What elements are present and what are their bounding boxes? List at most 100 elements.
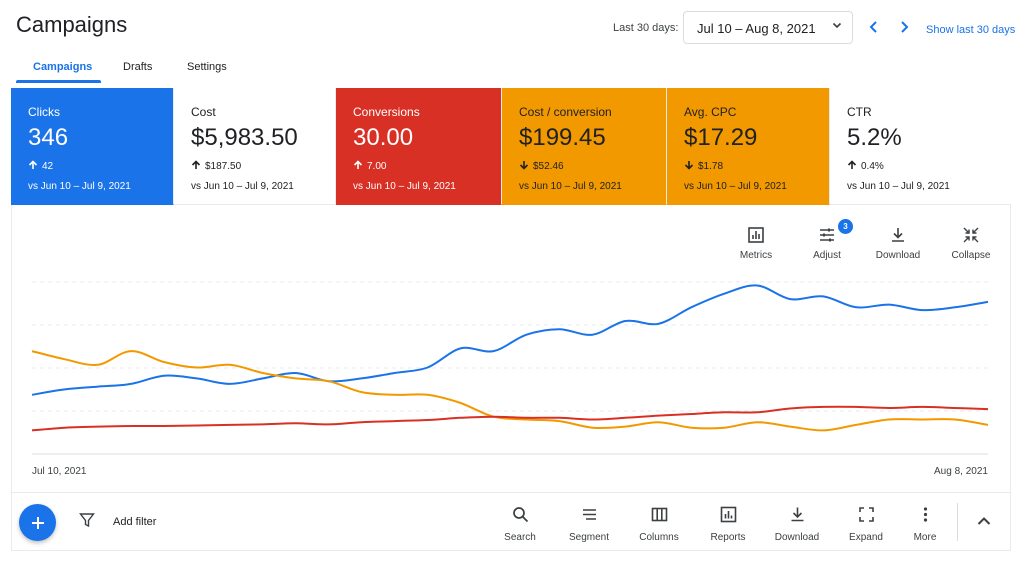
previous-period-button[interactable] xyxy=(864,17,884,37)
download-icon xyxy=(892,228,904,242)
add-button[interactable] xyxy=(19,504,56,541)
tab-drafts[interactable]: Drafts xyxy=(123,61,153,73)
metric-value: 5.2% xyxy=(847,124,902,151)
arrow-up-icon xyxy=(191,160,201,173)
metric-card-cost-per-conversion[interactable]: Cost / conversion $199.45 $52.46 vs Jun … xyxy=(502,88,667,205)
adjust-button[interactable]: Adjust xyxy=(797,226,857,261)
expand-button[interactable]: Expand xyxy=(836,506,896,543)
chevron-down-icon xyxy=(832,20,842,33)
metric-value: 30.00 xyxy=(353,124,414,151)
delta-value: 42 xyxy=(42,161,54,172)
metric-comparison: vs Jun 10 – Jul 9, 2021 xyxy=(847,181,950,192)
active-tab-indicator xyxy=(16,80,101,83)
x-axis-end-label: Aug 8, 2021 xyxy=(934,466,988,477)
bar-chart-icon xyxy=(748,227,764,243)
metric-label: CTR xyxy=(847,105,872,119)
add-filter-button[interactable]: Add filter xyxy=(113,516,157,528)
metrics-button[interactable]: Metrics xyxy=(726,226,786,261)
metric-comparison: vs Jun 10 – Jul 9, 2021 xyxy=(191,181,294,192)
adjust-label: Adjust xyxy=(813,250,841,261)
metric-label: Cost xyxy=(191,105,216,119)
chevron-left-icon xyxy=(869,21,877,33)
arrow-down-icon xyxy=(519,160,529,173)
date-range-label: Last 30 days: xyxy=(613,22,679,34)
metric-card-conversions[interactable]: Conversions 30.00 7.00 vs Jun 10 – Jul 9… xyxy=(336,88,502,205)
metric-card-avg-cpc[interactable]: Avg. CPC $17.29 $1.78 vs Jun 10 – Jul 9,… xyxy=(667,88,830,205)
metric-delta: $1.78 xyxy=(684,160,829,173)
metric-label: Cost / conversion xyxy=(519,105,612,119)
columns-label: Columns xyxy=(639,532,679,543)
columns-icon xyxy=(651,507,667,522)
segment-button[interactable]: Segment xyxy=(559,506,619,543)
segment-icon xyxy=(582,509,596,520)
metric-delta: 0.4% xyxy=(847,160,1011,173)
chart-download-button[interactable]: Download xyxy=(868,226,928,261)
delta-value: 0.4% xyxy=(861,161,884,172)
download-label: Download xyxy=(875,250,921,261)
series-line-2 xyxy=(31,405,989,432)
metric-card-ctr[interactable]: CTR 5.2% 0.4% vs Jun 10 – Jul 9, 2021 xyxy=(830,88,1011,205)
delta-value: $1.78 xyxy=(698,161,724,172)
date-range-value: Jul 10 – Aug 8, 2021 xyxy=(697,21,816,36)
segment-label: Segment xyxy=(568,532,610,543)
filter-icon[interactable] xyxy=(79,512,95,528)
metric-label: Avg. CPC xyxy=(684,105,737,119)
plus-icon xyxy=(31,516,44,529)
metric-value: $199.45 xyxy=(519,124,606,151)
arrow-up-icon xyxy=(847,160,857,173)
delta-value: $52.46 xyxy=(533,161,564,172)
reports-button[interactable]: Reports xyxy=(698,506,758,543)
metric-delta: 42 xyxy=(28,160,173,173)
expand-icon xyxy=(858,507,874,522)
more-label: More xyxy=(913,532,937,543)
next-period-button[interactable] xyxy=(894,17,914,37)
metric-value: $17.29 xyxy=(684,124,758,151)
tab-settings[interactable]: Settings xyxy=(187,61,227,73)
chevron-up-icon[interactable] xyxy=(975,512,993,530)
metrics-label: Metrics xyxy=(739,250,773,261)
metric-comparison: vs Jun 10 – Jul 9, 2021 xyxy=(28,181,131,192)
arrow-up-icon xyxy=(353,160,363,173)
metric-value: $5,983.50 xyxy=(191,124,298,151)
x-axis-start-label: Jul 10, 2021 xyxy=(32,466,87,477)
metric-delta: 7.00 xyxy=(353,160,501,173)
series-line-1 xyxy=(31,350,989,432)
metric-card-clicks[interactable]: Clicks 346 42 vs Jun 10 – Jul 9, 2021 xyxy=(11,88,174,205)
metric-comparison: vs Jun 10 – Jul 9, 2021 xyxy=(353,181,456,192)
search-label: Search xyxy=(504,532,536,543)
table-toolbar xyxy=(11,492,1011,551)
download-icon xyxy=(791,507,803,522)
metric-label: Clicks xyxy=(28,105,60,119)
delta-value: $187.50 xyxy=(205,161,242,172)
metric-delta: $187.50 xyxy=(191,160,335,173)
date-range-select[interactable]: Jul 10 – Aug 8, 2021 xyxy=(683,11,853,44)
reports-label: Reports xyxy=(710,532,746,543)
more-vert-icon xyxy=(923,507,927,522)
columns-button[interactable]: Columns xyxy=(629,506,689,543)
search-button[interactable]: Search xyxy=(490,506,550,543)
collapse-label: Collapse xyxy=(951,250,991,261)
metric-cards: Clicks 346 42 vs Jun 10 – Jul 9, 2021 Co… xyxy=(11,88,1011,205)
arrow-down-icon xyxy=(684,160,694,173)
chart-grid xyxy=(32,281,988,455)
sliders-icon xyxy=(820,228,834,242)
collapse-icon xyxy=(963,227,979,243)
search-icon xyxy=(512,507,528,523)
metric-card-cost[interactable]: Cost $5,983.50 $187.50 vs Jun 10 – Jul 9… xyxy=(174,88,336,205)
collapse-chart-button[interactable]: Collapse xyxy=(941,226,1001,261)
download-label: Download xyxy=(774,532,820,543)
more-button[interactable]: More xyxy=(895,506,955,543)
adjust-count-badge: 3 xyxy=(838,219,853,234)
metric-value: 346 xyxy=(28,124,69,151)
expand-label: Expand xyxy=(849,532,883,543)
show-last-30-days-link[interactable]: Show last 30 days xyxy=(926,24,1016,36)
chevron-right-icon xyxy=(901,21,909,33)
metric-comparison: vs Jun 10 – Jul 9, 2021 xyxy=(519,181,622,192)
table-download-button[interactable]: Download xyxy=(767,506,827,543)
performance-line-chart xyxy=(31,281,989,455)
reports-icon xyxy=(720,506,736,523)
arrow-up-icon xyxy=(28,160,38,173)
tab-campaigns[interactable]: Campaigns xyxy=(33,61,93,73)
chart-series xyxy=(31,284,989,432)
page-title: Campaigns xyxy=(16,12,128,37)
